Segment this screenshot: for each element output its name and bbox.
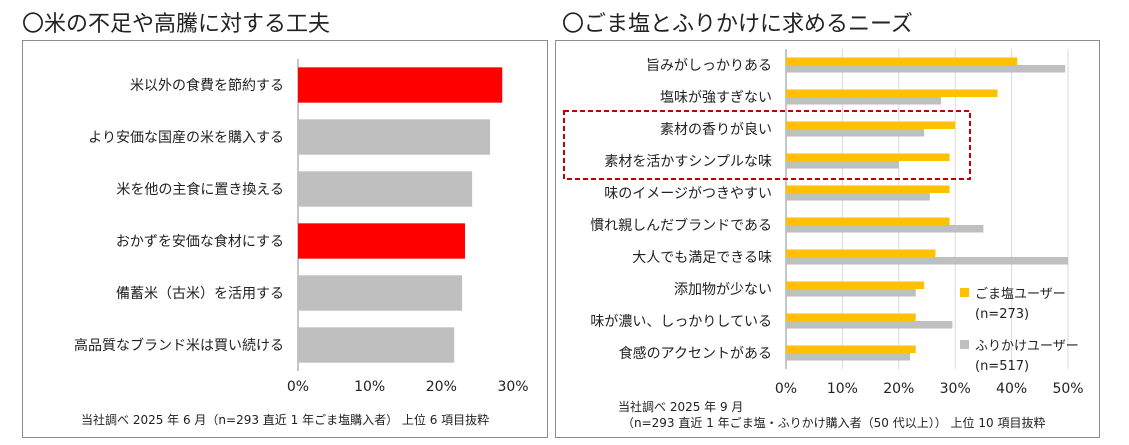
category-label-5: 慣れ親しんだブランドである: [590, 217, 772, 234]
category-label-9: 食感のアクセントがある: [619, 345, 772, 362]
bar-gomashio-0: [786, 57, 1018, 65]
bar-gomashio-9: [786, 345, 916, 353]
bar-furikake-7: [786, 289, 916, 297]
bar-furikake-8: [786, 321, 953, 329]
right-source-note-1: 当社調べ 2025 年 9 月: [618, 400, 744, 414]
x-tick-label-3: 30%: [497, 379, 528, 395]
bar-gomashio-4: [786, 185, 950, 193]
x-tick-label-2: 20%: [883, 381, 914, 397]
x-tick-label-4: 40%: [996, 381, 1027, 397]
legend-n-gomashio: (n=273): [975, 307, 1030, 322]
x-tick-label-0: 0%: [775, 381, 797, 397]
left-chart-panel: 米以外の食費を節約するより安価な国産の米を購入する米を他の主食に置き換える おかず…: [22, 40, 548, 438]
left-source-note: 当社調べ 2025 年 6 月（n=293 直近 1 年ごま塩購入者） 上位 6…: [81, 413, 490, 427]
bar-5: [298, 327, 455, 363]
bar-furikake-5: [786, 225, 984, 233]
bar-furikake-3: [786, 161, 899, 169]
bar-0: [298, 67, 503, 103]
category-label-4: 味のイメージがつきやすい: [604, 186, 772, 202]
x-tick-label-0: 0%: [287, 379, 309, 395]
bar-furikake-6: [786, 257, 1068, 265]
legend-n-furikake: (n=517): [975, 359, 1030, 374]
bar-furikake-2: [786, 129, 925, 137]
x-tick-label-5: 50%: [1052, 381, 1083, 397]
right-chart-panel: 0% 10% 20% 30% 40% 50% 旨みがしっかりある塩味が強すぎない 素材の香りが…: [555, 40, 1100, 438]
legend-label-gomashio: ごま塩ユーザー: [975, 287, 1066, 302]
category-label-3: 素材を活かすシンプルな味: [604, 154, 772, 170]
legend-swatch-gomashio: [960, 288, 969, 297]
right-source-note-2: （n=293 直近 1 年ごま塩・ふりかけ購入者（50 代以上）） 上位 10 …: [622, 416, 1046, 430]
category-label-1: 塩味が強すぎない: [660, 90, 772, 106]
category-label-7: 添加物が少ない: [674, 282, 772, 298]
category-label-6: 大人でも満足できる味: [632, 250, 772, 266]
category-label-2: 素材の香りが良い: [660, 122, 772, 138]
highlight-dashed-box: [563, 110, 971, 180]
category-label-2: 米を他の主食に置き換える: [116, 181, 284, 198]
category-label-0: 旨みがしっかりある: [646, 58, 772, 74]
left-bar-chart: 米以外の食費を節約するより安価な国産の米を購入する米を他の主食に置き換えるおかず…: [74, 59, 529, 395]
bar-3: [298, 223, 465, 259]
category-label-1: より安価な国産の米を購入する: [88, 130, 284, 146]
bar-gomashio-1: [786, 89, 998, 97]
bar-gomashio-6: [786, 249, 936, 257]
bar-gomashio-7: [786, 281, 925, 289]
bar-gomashio-5: [786, 217, 950, 225]
category-label-4: 備蓄米（古米）を活用する: [116, 286, 284, 302]
category-label-8: 味が濃い、しっかりしている: [590, 314, 772, 330]
bar-gomashio-2: [786, 121, 956, 129]
x-tick-label-1: 10%: [827, 381, 858, 397]
right-bar-chart: 0% 10% 20% 30% 40% 50% 旨みがしっかりある塩味が強すぎない素材の香りが…: [563, 49, 1084, 397]
bar-furikake-4: [786, 193, 930, 201]
bar-furikake-0: [786, 65, 1066, 73]
bar-4: [298, 275, 463, 311]
x-tick-label-2: 20%: [426, 379, 457, 395]
bar-furikake-9: [786, 353, 911, 361]
legend-label-furikake: ふりかけユーザー: [975, 339, 1079, 354]
category-label-3: おかずを安価な食材にする: [116, 233, 284, 250]
category-label-0: 米以外の食費を節約する: [130, 77, 284, 94]
bar-furikake-1: [786, 97, 942, 105]
left-chart-title: 〇米の不足や高騰に対する工夫: [22, 12, 331, 37]
legend-swatch-furikake: [960, 340, 969, 349]
bar-gomashio-3: [786, 153, 950, 161]
x-tick-label-3: 30%: [940, 381, 971, 397]
bar-2: [298, 171, 473, 207]
right-chart-title: 〇ごま塩とふりかけに求めるニーズ: [562, 12, 913, 37]
category-label-5: 高品質なブランド米は買い続ける: [74, 337, 284, 354]
x-tick-label-1: 10%: [354, 379, 385, 395]
bar-gomashio-8: [786, 313, 916, 321]
bar-1: [298, 119, 491, 155]
